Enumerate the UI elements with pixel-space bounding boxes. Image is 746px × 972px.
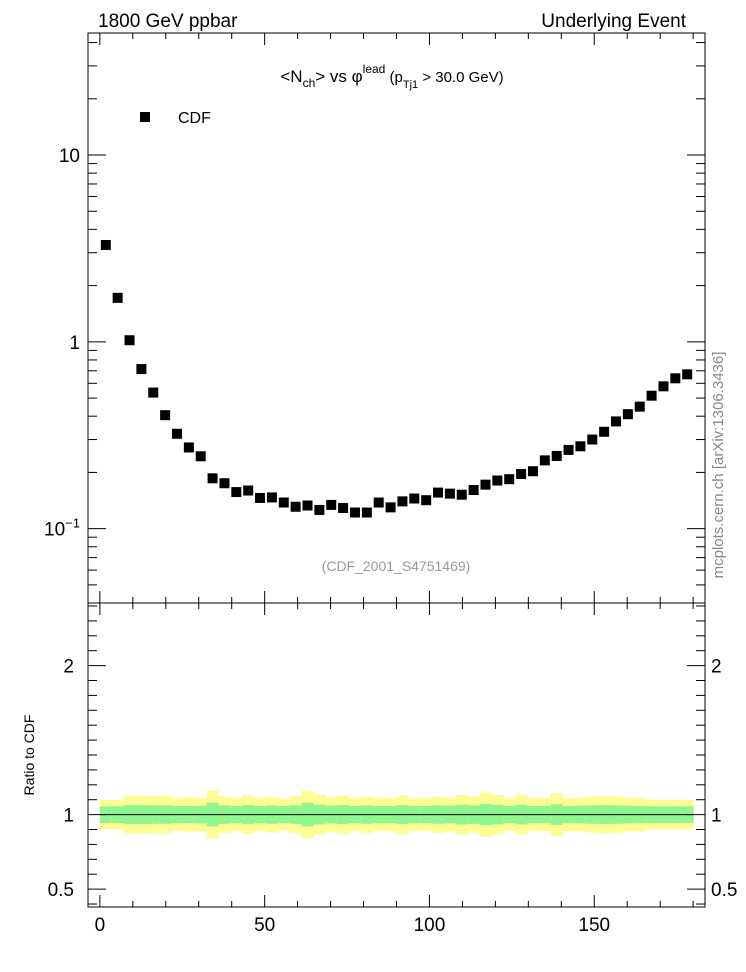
data-point	[136, 364, 147, 375]
data-point	[539, 455, 550, 466]
data-point	[160, 410, 171, 421]
data-point	[575, 441, 586, 452]
data-point	[397, 496, 408, 507]
data-point	[634, 401, 645, 412]
y-tick-label: 1	[69, 333, 80, 354]
data-point	[207, 473, 218, 484]
data-point	[658, 381, 669, 392]
header-right: Underlying Event	[541, 11, 686, 32]
title-part-tail: > 30.0 GeV)	[418, 69, 503, 86]
data-point	[361, 507, 372, 518]
data-point	[433, 487, 444, 498]
data-point	[409, 493, 420, 504]
data-point	[243, 485, 254, 496]
data-point	[468, 485, 479, 496]
data-point	[148, 387, 159, 398]
title-part-p: (p	[385, 69, 403, 86]
data-point	[516, 469, 527, 480]
plot-title: <Nch> vs φlead (pTj1 > 30.0 GeV)	[280, 62, 503, 91]
data-point	[219, 478, 230, 489]
legend-marker	[140, 112, 150, 122]
data-points	[100, 239, 693, 518]
data-point	[314, 504, 325, 515]
data-point	[492, 475, 503, 486]
y-tick-label: 10−1	[44, 516, 80, 541]
ratio-frame	[87, 602, 706, 908]
side-label: mcplots.cern.ch [arXiv:1306.3436]	[710, 352, 727, 579]
data-point	[504, 474, 515, 485]
main-ticks	[88, 33, 705, 604]
data-point	[124, 335, 135, 346]
data-point	[480, 479, 491, 490]
data-point	[670, 373, 681, 384]
data-point	[100, 239, 111, 250]
title-sup-lead: lead	[363, 62, 386, 76]
data-point	[326, 499, 337, 510]
main-y-tick-labels: 10−1 1 10	[44, 146, 80, 541]
data-point	[338, 502, 349, 513]
ratio-y-tick-label-right: 1	[711, 806, 722, 827]
data-point	[456, 489, 467, 500]
data-point	[385, 502, 396, 513]
data-point	[551, 450, 562, 461]
data-point	[373, 497, 384, 508]
ratio-panel: 0.5 0.5 1 1 2 2 0 50 100 150 Ratio to CDF	[21, 602, 738, 936]
ratio-y-tick-label-left: 1	[63, 806, 74, 827]
data-point	[611, 416, 622, 427]
data-point	[682, 369, 693, 380]
data-point	[255, 492, 266, 503]
data-point	[183, 442, 194, 453]
ratio-ticks	[88, 603, 705, 907]
data-point	[527, 466, 538, 477]
data-point	[290, 501, 301, 512]
data-point	[646, 390, 657, 401]
title-sub-tj1: Tj1	[403, 79, 418, 91]
data-point	[349, 507, 360, 518]
data-point	[278, 497, 289, 508]
ratio-y-tick-label-left: 0.5	[48, 880, 74, 901]
ratio-y-tick-labels: 0.5 0.5 1 1 2 2	[48, 657, 738, 902]
ratio-y-tick-label-right: 0.5	[711, 880, 737, 901]
ratio-bands	[99, 790, 694, 839]
x-tick-label: 100	[414, 915, 446, 936]
legend-label: CDF	[178, 110, 211, 127]
x-tick-label: 0	[95, 915, 106, 936]
title-part-phi: > vs φ	[315, 67, 362, 86]
y-tick-label: 10	[59, 146, 80, 167]
ratio-y-tick-label-left: 2	[63, 657, 74, 678]
title-part-n: <N	[280, 67, 302, 86]
title-sub-ch: ch	[303, 76, 316, 90]
ratio-y-tick-label-right: 2	[711, 657, 722, 678]
data-point	[231, 487, 242, 498]
data-point	[599, 426, 610, 437]
data-point	[171, 428, 182, 439]
data-point	[421, 495, 432, 506]
data-point	[266, 492, 277, 503]
analysis-label: (CDF_2001_S4751469)	[322, 558, 471, 574]
main-panel: 10−1 1 10 <Nch> vs φlead (pTj1 > 30.0 GeV)…	[44, 32, 706, 604]
x-tick-label: 50	[254, 915, 275, 936]
data-point	[302, 500, 313, 511]
ratio-y-axis-label: Ratio to CDF	[21, 715, 37, 796]
x-tick-labels: 0 50 100 150	[95, 915, 611, 936]
x-tick-label: 150	[578, 915, 610, 936]
data-point	[587, 434, 598, 445]
header-left: 1800 GeV ppbar	[98, 11, 238, 32]
data-point	[444, 488, 455, 499]
data-point	[563, 444, 574, 455]
data-point	[112, 292, 123, 303]
data-point	[195, 451, 206, 462]
data-point	[622, 409, 633, 420]
